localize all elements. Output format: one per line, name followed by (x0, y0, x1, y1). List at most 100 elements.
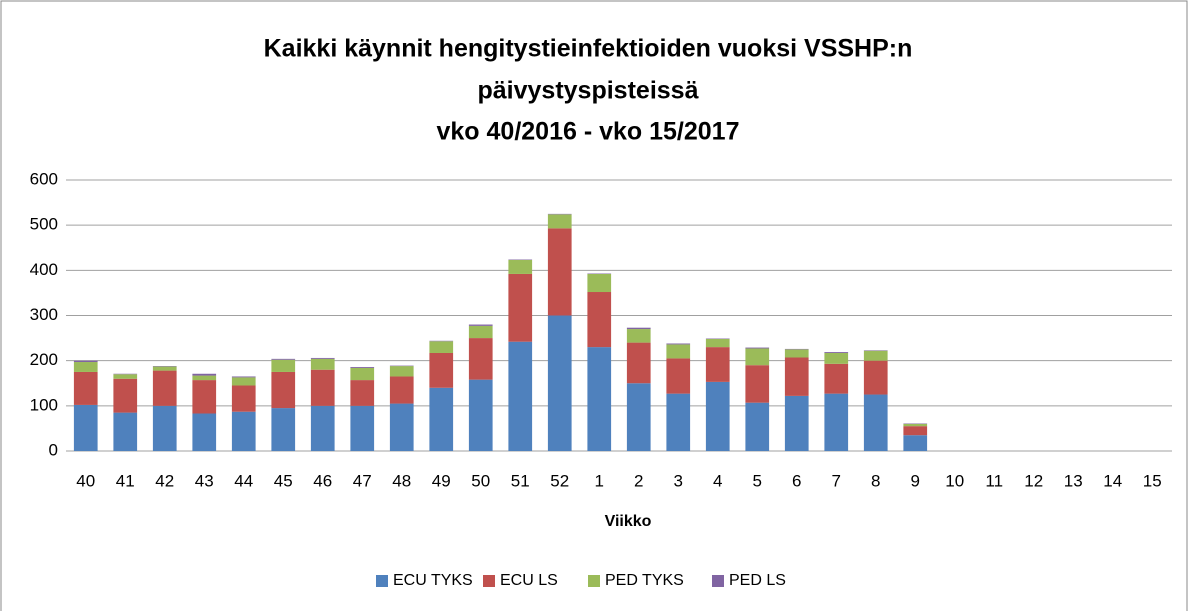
bar-segment (350, 405, 375, 451)
bar-segment (350, 380, 375, 406)
bar-segment (745, 348, 770, 366)
chart-title: päivystyspisteissä (478, 77, 699, 105)
legend-label: ECU TYKS (393, 572, 473, 589)
bar-segment (113, 412, 138, 451)
x-tick-label: 4 (713, 471, 722, 490)
x-tick-label: 5 (753, 471, 762, 490)
bar-segment (547, 214, 572, 229)
y-tick-label: 200 (30, 350, 58, 369)
bar-segment (784, 357, 809, 396)
x-tick-label: 13 (1064, 471, 1083, 490)
bar-segment (73, 371, 98, 405)
x-tick-label: 46 (313, 471, 332, 490)
bar-segment (863, 350, 888, 361)
x-tick-label: 51 (511, 471, 530, 490)
bar-segment (745, 402, 770, 451)
bar-segment (824, 352, 849, 364)
bar-segment (231, 411, 256, 451)
x-tick-label: 3 (674, 471, 683, 490)
bar-segment (192, 413, 217, 451)
bar-segment (310, 369, 335, 406)
bar-segment (863, 360, 888, 395)
bar-segment (547, 228, 572, 316)
bar-segment (350, 367, 375, 381)
legend-swatch (712, 575, 724, 587)
x-tick-label: 11 (985, 471, 1003, 490)
bar-segment (310, 358, 335, 370)
bar-segment (784, 395, 809, 451)
bar-segment (389, 366, 414, 377)
bar-segment (587, 347, 612, 451)
chart-title: vko 40/2016 - vko 15/2017 (436, 118, 739, 146)
bar-segment (152, 370, 177, 406)
bar-segment (824, 363, 849, 394)
bar-segment (705, 347, 730, 382)
bar-segment (824, 352, 849, 353)
legend-label: PED LS (729, 572, 786, 589)
bar-segment (152, 366, 177, 371)
bar-segment (705, 338, 730, 348)
x-tick-label: 43 (195, 471, 214, 490)
x-tick-label: 9 (911, 471, 920, 490)
x-tick-label: 10 (945, 471, 964, 490)
bar-segment (389, 376, 414, 404)
bar-segment (389, 403, 414, 451)
bar-segment (271, 359, 296, 372)
bar-segment (587, 292, 612, 348)
bar-segment (508, 259, 533, 274)
bar-segment (468, 325, 493, 339)
bar-segment (745, 347, 770, 349)
y-tick-label: 600 (30, 169, 58, 188)
bar-segment (271, 408, 296, 451)
x-tick-label: 47 (353, 471, 372, 490)
legend-label: ECU LS (500, 572, 558, 589)
x-tick-label: 2 (634, 471, 643, 490)
y-tick-label: 0 (49, 440, 58, 459)
x-tick-label: 8 (871, 471, 880, 490)
bar-segment (271, 371, 296, 409)
x-tick-label: 41 (116, 471, 135, 490)
bar-segment (429, 352, 454, 388)
x-tick-label: 7 (832, 471, 841, 490)
y-tick-label: 100 (30, 395, 58, 414)
x-tick-label: 12 (1024, 471, 1043, 490)
bar-segment (626, 383, 651, 451)
bar-segment (745, 365, 770, 403)
bar-segment (666, 344, 691, 359)
bar-segment (429, 387, 454, 451)
bar-segment (468, 324, 493, 326)
bar-segment (468, 379, 493, 451)
bar-segment (626, 327, 651, 330)
x-tick-label: 48 (392, 471, 411, 490)
bar-segment (73, 404, 98, 451)
bar-segment (113, 374, 138, 379)
chart-title: Kaikki käynnit hengitystieinfektioiden v… (264, 35, 913, 63)
bar-segment (73, 360, 98, 363)
x-axis-label: Viikko (605, 513, 652, 530)
legend-label: PED TYKS (605, 572, 684, 589)
bar-segment (271, 358, 296, 360)
bar-segment (705, 381, 730, 451)
bar-segment (192, 373, 217, 376)
x-tick-label: 15 (1143, 471, 1162, 490)
bar-segment (903, 426, 928, 436)
bar-segment (113, 378, 138, 413)
bar-segment (231, 377, 256, 386)
x-tick-label: 42 (155, 471, 174, 490)
x-tick-label: 14 (1103, 471, 1122, 490)
legend-swatch (588, 575, 600, 587)
bar-segment (626, 342, 651, 384)
legend-swatch (483, 575, 495, 587)
bar-segment (192, 375, 217, 381)
bar-segment (626, 329, 651, 343)
bar-segment (231, 376, 256, 378)
bar-segment (784, 349, 809, 358)
bar-segment (903, 423, 928, 427)
bar-segment (666, 393, 691, 451)
bar-segment (192, 380, 217, 414)
x-tick-label: 52 (550, 471, 569, 490)
legend-swatch (376, 575, 388, 587)
bar-segment (547, 315, 572, 451)
